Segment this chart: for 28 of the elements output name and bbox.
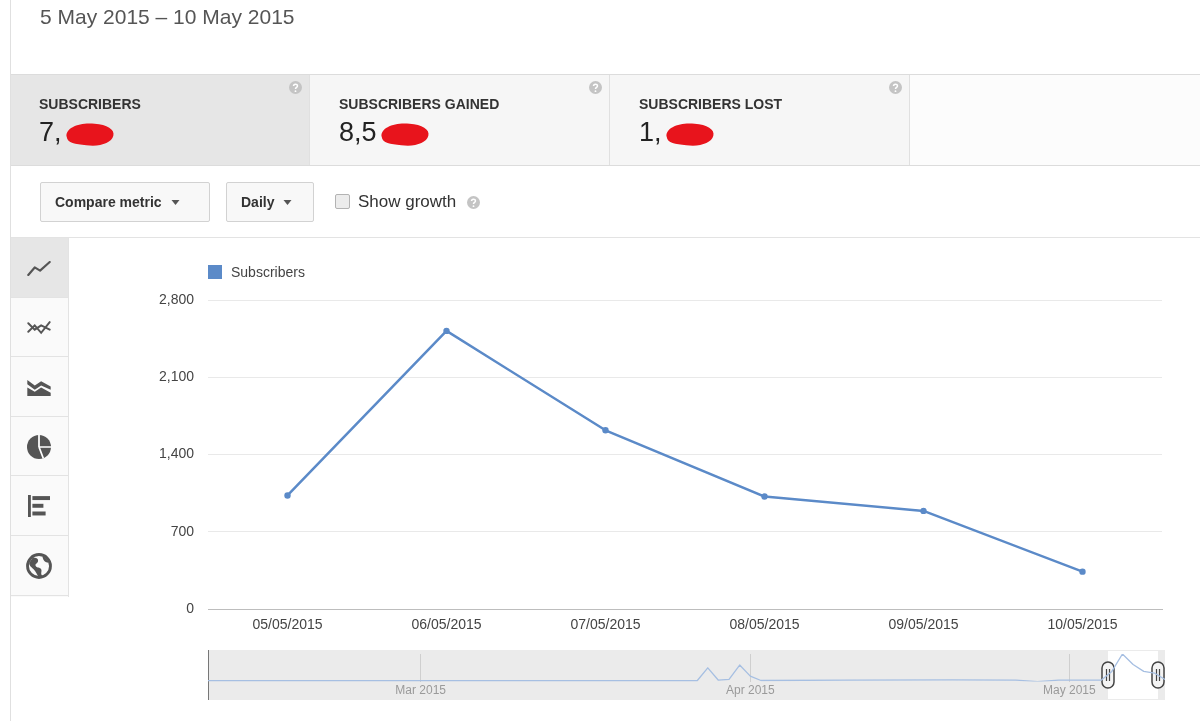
legend-label: Subscribers [231,264,305,280]
text: Show growth [358,192,457,212]
dropdown-button: Compare metric [40,182,210,222]
x-tick-label: 10/05/2015 [1047,616,1118,633]
y-tick-label: 2,100 [158,368,195,385]
x-tick-label: Mar 2015 [395,683,447,698]
metric-card: SUBSCRIBERS GAINED 8,5 [310,75,610,165]
x-tick-label: 07/05/2015 [570,616,641,633]
point [443,327,450,335]
y-tick-label: 2,800 [158,290,195,307]
point [602,427,609,434]
x-tick-label: 06/05/2015 [411,616,482,633]
metric-card: SUBSCRIBERS LOST 1, [610,75,910,165]
x-tick-label: 09/05/2015 [888,616,959,633]
y-tick-label: 0 [186,600,195,617]
y-tick-label: 1,400 [158,445,195,462]
point [920,507,927,515]
point [284,492,291,499]
x-tick-label: Apr 2015 [725,683,775,698]
y-tick-label: 700 [170,522,195,539]
point [1079,568,1086,575]
metric-card: SUBSCRIBERS 7, [10,75,310,165]
point [761,493,768,500]
x-tick-label: 05/05/2015 [252,616,323,633]
x-tick-label: May 2015 [1042,683,1096,698]
chart-title: 5 May 2015 – 10 May 2015 [40,5,295,29]
dropdown-button: Daily [226,182,314,222]
x-tick-label: 08/05/2015 [729,616,800,633]
